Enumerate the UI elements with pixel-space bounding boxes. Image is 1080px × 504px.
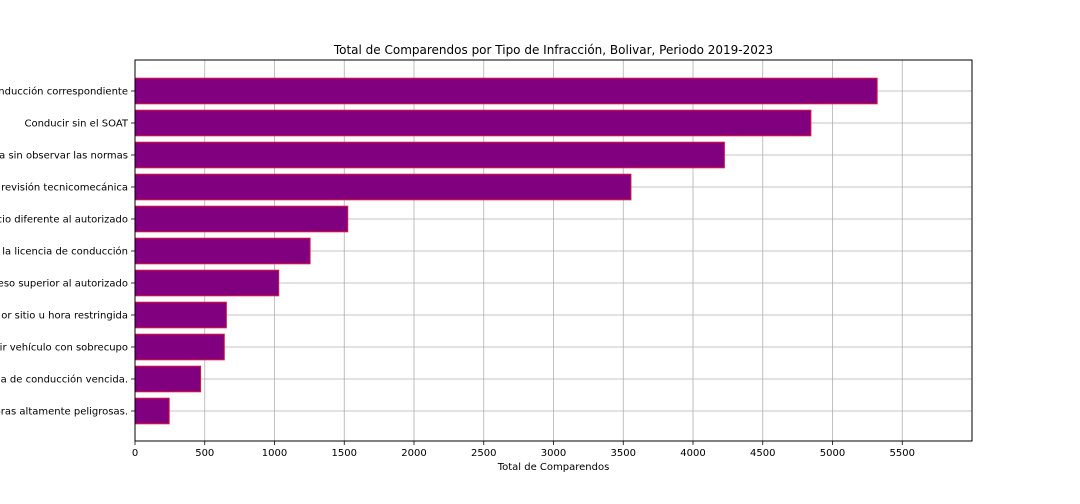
y-tick-label: cio diferente al autorizado [0, 215, 128, 226]
y-tick-label: or sitio u hora restringida [1, 311, 128, 322]
y-tick-label: ir vehículo con sobrecupo [0, 342, 128, 354]
x-tick-label: 0 [132, 448, 138, 459]
bar [134, 301, 227, 329]
x-tick-label: 2500 [471, 448, 496, 459]
bar [134, 333, 225, 361]
bar [134, 237, 311, 265]
bar [134, 269, 280, 297]
bar [134, 77, 878, 105]
x-axis-label: Total de Comparendos [497, 462, 610, 473]
bars [134, 77, 878, 425]
y-tick-label: Conducir sin el SOAT [24, 119, 128, 130]
y-tick-label: a de conducción vencida. [1, 374, 128, 386]
x-tick-label: 2000 [401, 448, 426, 459]
x-tick-label: 1000 [262, 448, 287, 459]
bar [134, 109, 812, 137]
y-tick-label: a sin observar las normas [0, 151, 128, 162]
bar [134, 365, 202, 393]
x-tick-label: 5000 [820, 448, 845, 459]
x-tick-label: 4500 [750, 448, 775, 459]
y-tick-label: eso superior al autorizado [0, 279, 128, 290]
x-axis-ticks: 0 500 1000 1500 2000 2500 3000 3500 4000 4500 5000… [132, 441, 915, 459]
x-tick-label: 4000 [680, 448, 705, 459]
y-axis-ticks: nducción correspondiente Conducir sin el … [0, 86, 135, 418]
y-tick-label: la licencia de conducción [2, 246, 128, 258]
bar [134, 397, 170, 425]
x-tick-label: 3000 [541, 448, 566, 459]
chart-title: Total de Comparendos por Tipo de Infracc… [333, 43, 773, 57]
x-tick-label: 3500 [611, 448, 636, 459]
x-tick-label: 500 [195, 448, 214, 459]
x-tick-label: 5500 [890, 448, 915, 459]
bar [134, 141, 725, 169]
x-tick-label: 1500 [332, 448, 357, 459]
bar [134, 205, 349, 233]
y-tick-label: oras altamente peligrosas. [0, 407, 128, 418]
y-tick-label: nducción correspondiente [0, 86, 128, 98]
y-tick-label: revisión tecnicomecánica [1, 182, 128, 194]
bar [134, 173, 632, 201]
